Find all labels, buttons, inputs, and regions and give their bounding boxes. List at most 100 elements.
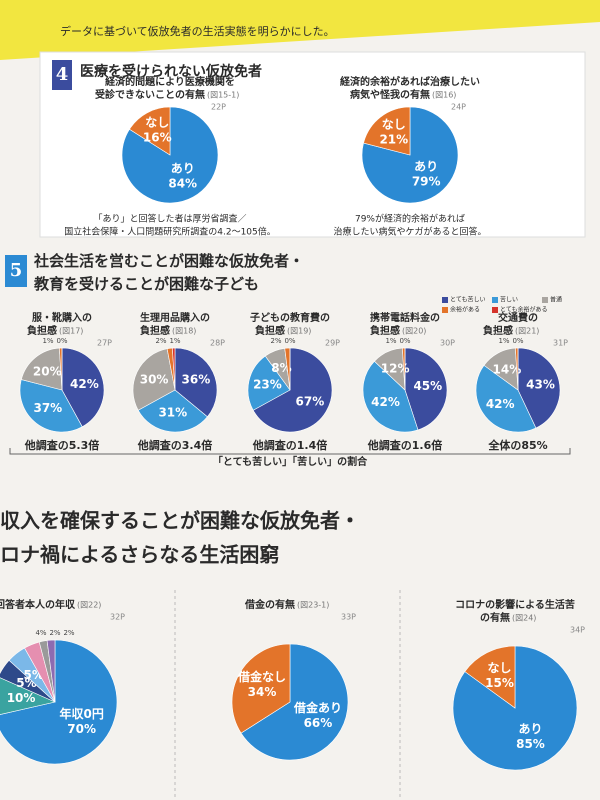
data-label: 23% bbox=[253, 377, 282, 391]
data-label: 1% bbox=[42, 337, 53, 345]
legend-swatch bbox=[542, 297, 548, 303]
header-text: データに基づいて仮放免者の生活実態を明らかにした。 bbox=[60, 24, 335, 38]
data-label: 84% bbox=[168, 177, 197, 191]
slice-category: なし bbox=[488, 661, 512, 675]
data-label: 42% bbox=[70, 377, 99, 391]
chart-title: 受診できないことの有無 bbox=[95, 88, 205, 101]
data-label: 1% bbox=[385, 337, 396, 345]
slice-category: なし bbox=[382, 118, 406, 132]
figure-ref: (図17) bbox=[59, 327, 83, 336]
chart-title: 経済的問題により医療機関を bbox=[105, 75, 235, 88]
slice-category: あり bbox=[414, 159, 438, 173]
chart-footer: 他調査の1.4倍 bbox=[252, 438, 328, 452]
data-label: 2% bbox=[63, 629, 74, 637]
figure-ref: (図23-1) bbox=[297, 601, 329, 610]
data-label: 1% bbox=[169, 337, 180, 345]
data-label: 4% bbox=[35, 629, 46, 637]
legend-swatch bbox=[442, 307, 448, 313]
pie-slice bbox=[172, 347, 176, 391]
section-title: 医療を受けられない仮放免者 bbox=[80, 63, 262, 80]
page-ref: 33P bbox=[341, 613, 356, 622]
slice-category: あり bbox=[171, 162, 195, 176]
section-number: 5 bbox=[10, 260, 23, 281]
data-label: 0% bbox=[56, 337, 67, 345]
figure-ref: (図19) bbox=[287, 327, 311, 336]
data-label: 16% bbox=[143, 130, 172, 144]
chart-title: 交通費の bbox=[498, 311, 538, 324]
page-ref: 27P bbox=[97, 339, 112, 348]
data-label: 0% bbox=[284, 337, 295, 345]
data-label: 36% bbox=[182, 373, 211, 387]
chart-footer: 他調査の5.3倍 bbox=[24, 438, 100, 452]
caption: 「とても苦しい」「苦しい」の割合 bbox=[213, 455, 368, 468]
data-label: 45% bbox=[413, 379, 442, 393]
legend-label: 苦しい bbox=[500, 296, 518, 304]
data-label: 42% bbox=[486, 397, 515, 411]
pie-slice bbox=[174, 347, 218, 418]
pie-slice bbox=[464, 645, 516, 709]
pie-slice bbox=[132, 348, 176, 411]
chart-note: 治療したい病気やケガがあると回答。 bbox=[333, 226, 486, 238]
legend-label: とても苦しい bbox=[450, 296, 486, 304]
page-ref: 29P bbox=[325, 339, 340, 348]
figure-ref: (図22) bbox=[77, 601, 101, 610]
data-label: 14% bbox=[493, 362, 522, 376]
pie-slice bbox=[240, 643, 349, 761]
legend-swatch bbox=[492, 307, 498, 313]
chart-note: 79%が経済的余裕があれば bbox=[355, 213, 465, 225]
figure-ref: (図24) bbox=[512, 614, 536, 623]
page-ref: 32P bbox=[110, 613, 125, 622]
figure-ref: (図15-1) bbox=[207, 91, 239, 100]
chart-title: 生理用品購入の bbox=[140, 311, 210, 324]
legend-label: 余裕がある bbox=[450, 306, 480, 314]
data-label: 85% bbox=[516, 737, 545, 751]
chart-title: コロナの影響による生活苦 bbox=[455, 598, 575, 611]
chart-footer: 全体の85% bbox=[487, 438, 547, 452]
pie-slice bbox=[404, 347, 448, 431]
chart-title: 負担感 bbox=[27, 324, 57, 337]
data-label: 0% bbox=[399, 337, 410, 345]
data-label: 37% bbox=[33, 401, 62, 415]
chart-note: 国立社会保障・人口問題研究所調査の4.2〜105倍。 bbox=[64, 226, 276, 238]
chart-footer: 他調査の1.6倍 bbox=[367, 438, 443, 452]
pie-slice bbox=[362, 360, 419, 433]
pie-slice bbox=[46, 639, 56, 703]
page-ref: 30P bbox=[440, 339, 455, 348]
chart-title: 子どもの教育費の bbox=[250, 311, 330, 324]
chart-title: の有無 bbox=[480, 611, 510, 624]
pie-slice bbox=[517, 347, 561, 429]
slice-category: 借金なし bbox=[237, 669, 286, 684]
data-label: 70% bbox=[67, 722, 96, 736]
pie-slice bbox=[231, 643, 291, 734]
pie-slice bbox=[0, 677, 56, 715]
figure-ref: (図20) bbox=[402, 327, 426, 336]
data-label: 1% bbox=[498, 337, 509, 345]
pie-slice bbox=[61, 347, 105, 428]
pie-slice bbox=[363, 106, 411, 156]
pie-slice bbox=[19, 379, 83, 433]
section-title: ロナ禍によるさらなる生活困窮 bbox=[0, 543, 279, 567]
page-ref: 22P bbox=[211, 103, 226, 112]
legend-swatch bbox=[492, 297, 498, 303]
data-label: 15% bbox=[485, 676, 514, 690]
pie-slice bbox=[129, 106, 171, 156]
data-label: 2% bbox=[155, 337, 166, 345]
legend-label: 普通 bbox=[550, 296, 562, 304]
section-title: 収入を確保することが困難な仮放免者・ bbox=[0, 509, 360, 533]
chart-title: 携帯電話料金の bbox=[370, 311, 440, 324]
chart-title: 回答者本人の年収 bbox=[0, 598, 76, 611]
data-label: 30% bbox=[140, 373, 169, 387]
data-label: 0% bbox=[512, 337, 523, 345]
pie-slice bbox=[137, 389, 208, 433]
data-label: 21% bbox=[379, 133, 408, 147]
section-title: 教育を受けることが困難な子ども bbox=[33, 275, 259, 293]
page-ref: 34P bbox=[570, 626, 585, 635]
data-label: 43% bbox=[526, 377, 555, 391]
slice-category: なし bbox=[145, 115, 169, 129]
chart-title: 負担感 bbox=[370, 324, 400, 337]
pie-slice bbox=[247, 355, 291, 411]
figure-ref: (図21) bbox=[515, 327, 539, 336]
section-badge bbox=[52, 60, 72, 90]
section-badge bbox=[5, 255, 27, 287]
pie-slice bbox=[475, 364, 537, 433]
